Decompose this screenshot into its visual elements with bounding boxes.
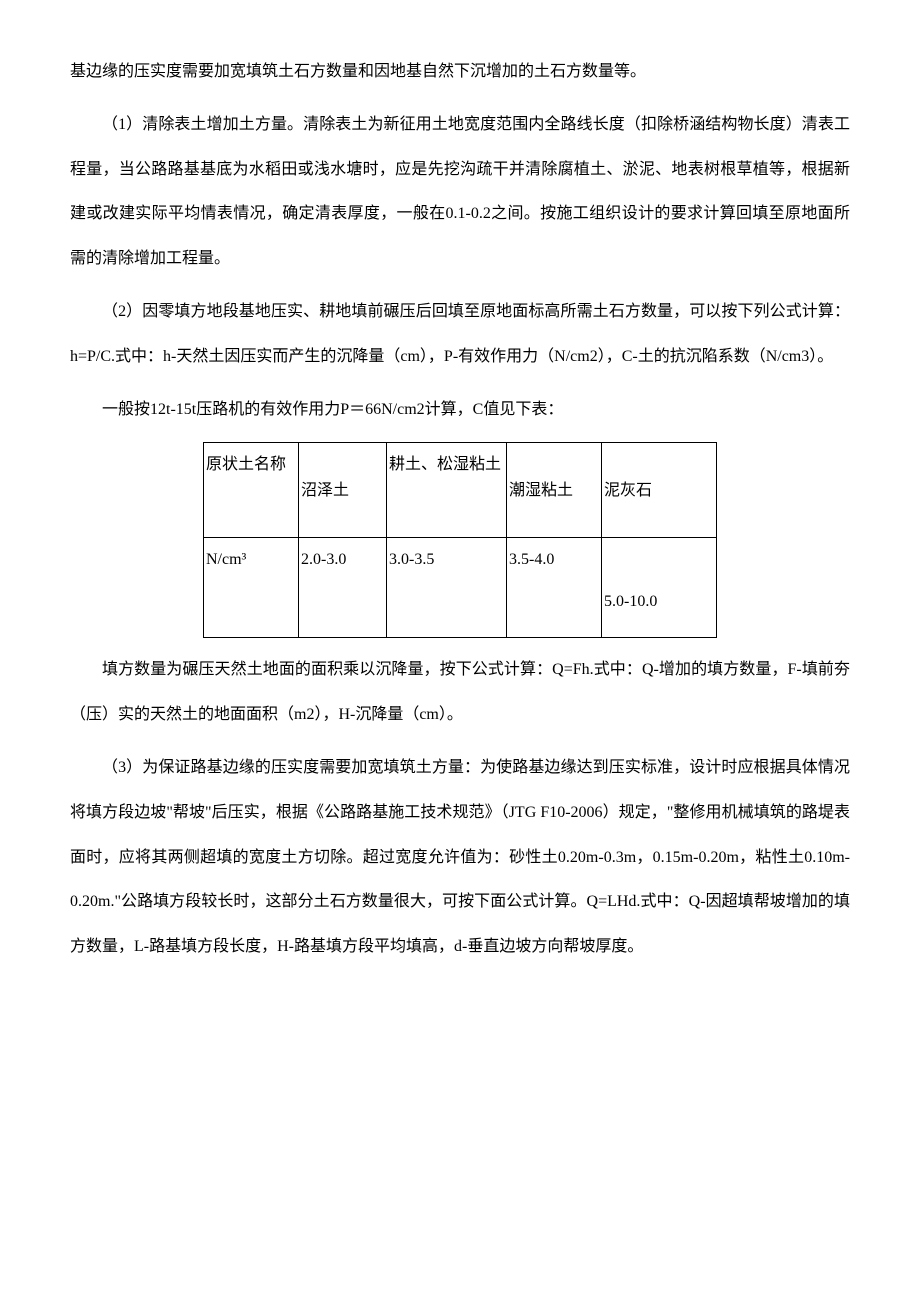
table-cell: 3.5-4.0 bbox=[507, 538, 602, 638]
table-header-cell: 原状土名称 bbox=[204, 443, 299, 538]
body-paragraph: （1）清除表土增加土方量。清除表土为新征用土地宽度范围内全路线长度（扣除桥涵结构… bbox=[70, 103, 850, 282]
body-paragraph: 填方数量为碾压天然土地面的面积乘以沉降量，按下公式计算：Q=Fh.式中：Q-增加… bbox=[70, 648, 850, 738]
c-values-table: 原状土名称 沼泽土 耕土、松湿粘土 潮湿粘土 泥灰石 N/cm³ 2.0-3.0… bbox=[203, 442, 717, 638]
table-header-cell: 潮湿粘土 bbox=[507, 443, 602, 538]
body-paragraph: （3）为保证路基边缘的压实度需要加宽填筑土方量：为使路基边缘达到压实标准，设计时… bbox=[70, 746, 850, 970]
table-row: N/cm³ 2.0-3.0 3.0-3.5 3.5-4.0 5.0-10.0 bbox=[204, 538, 717, 638]
table-row: 原状土名称 沼泽土 耕土、松湿粘土 潮湿粘土 泥灰石 bbox=[204, 443, 717, 538]
c-values-table-container: 原状土名称 沼泽土 耕土、松湿粘土 潮湿粘土 泥灰石 N/cm³ 2.0-3.0… bbox=[70, 442, 850, 638]
table-header-cell: 沼泽土 bbox=[299, 443, 387, 538]
table-header-cell: 耕土、松湿粘土 bbox=[387, 443, 507, 538]
body-paragraph: 一般按12t-15t压路机的有效作用力P＝66N/cm2计算，C值见下表： bbox=[70, 388, 850, 433]
table-cell: 3.0-3.5 bbox=[387, 538, 507, 638]
body-paragraph: （2）因零填方地段基地压实、耕地填前碾压后回填至原地面标高所需土石方数量，可以按… bbox=[70, 290, 850, 380]
table-cell: 2.0-3.0 bbox=[299, 538, 387, 638]
table-cell: 5.0-10.0 bbox=[602, 538, 717, 638]
table-cell: N/cm³ bbox=[204, 538, 299, 638]
body-paragraph: 基边缘的压实度需要加宽填筑土石方数量和因地基自然下沉增加的土石方数量等。 bbox=[70, 50, 850, 95]
table-header-cell: 泥灰石 bbox=[602, 443, 717, 538]
